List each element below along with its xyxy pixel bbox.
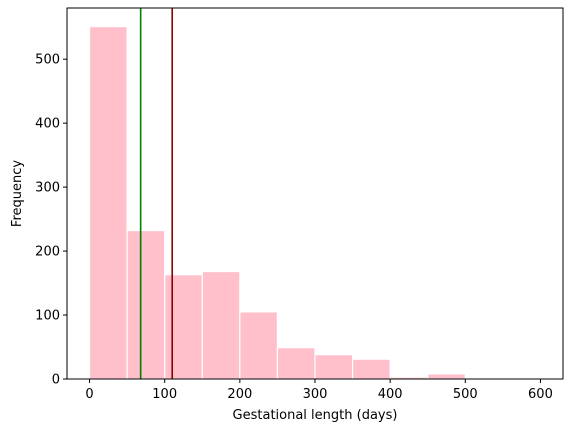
y-tick-label: 100: [35, 309, 60, 324]
y-tick-label: 200: [35, 245, 60, 260]
y-tick-label: 300: [35, 181, 60, 196]
histogram-bar-9: [427, 373, 466, 380]
x-tick-label: 100: [152, 387, 177, 402]
histogram-bar-4: [239, 311, 279, 380]
histogram-bar-1: [126, 230, 166, 380]
y-tick-label: 400: [35, 117, 60, 132]
x-tick-label: 400: [378, 387, 403, 402]
y-axis-label: Frequency: [10, 160, 25, 227]
x-tick-label: 0: [85, 387, 93, 402]
x-tick-label: 300: [303, 387, 328, 402]
y-tick-label: 500: [35, 53, 60, 68]
bars-group: [88, 25, 542, 380]
vertical-lines-group: [139, 8, 174, 379]
histogram-bar-0: [88, 25, 128, 380]
x-tick-label: 500: [453, 387, 478, 402]
x-tick-label: 200: [227, 387, 252, 402]
histogram-bar-5: [276, 347, 316, 380]
x-axis-label: Gestational length (days): [233, 408, 398, 423]
y-tick-label: 0: [52, 373, 60, 388]
histogram-bar-2: [164, 274, 203, 380]
histogram-bar-3: [201, 270, 241, 380]
x-axis-ticks: 0 100 200 300 400 500 600: [85, 379, 553, 402]
x-tick-label: 600: [528, 387, 553, 402]
y-axis-ticks: 0 100 200 300 400 500: [35, 53, 67, 388]
histogram-bar-7: [351, 358, 391, 380]
histogram-bar-6: [314, 354, 354, 380]
